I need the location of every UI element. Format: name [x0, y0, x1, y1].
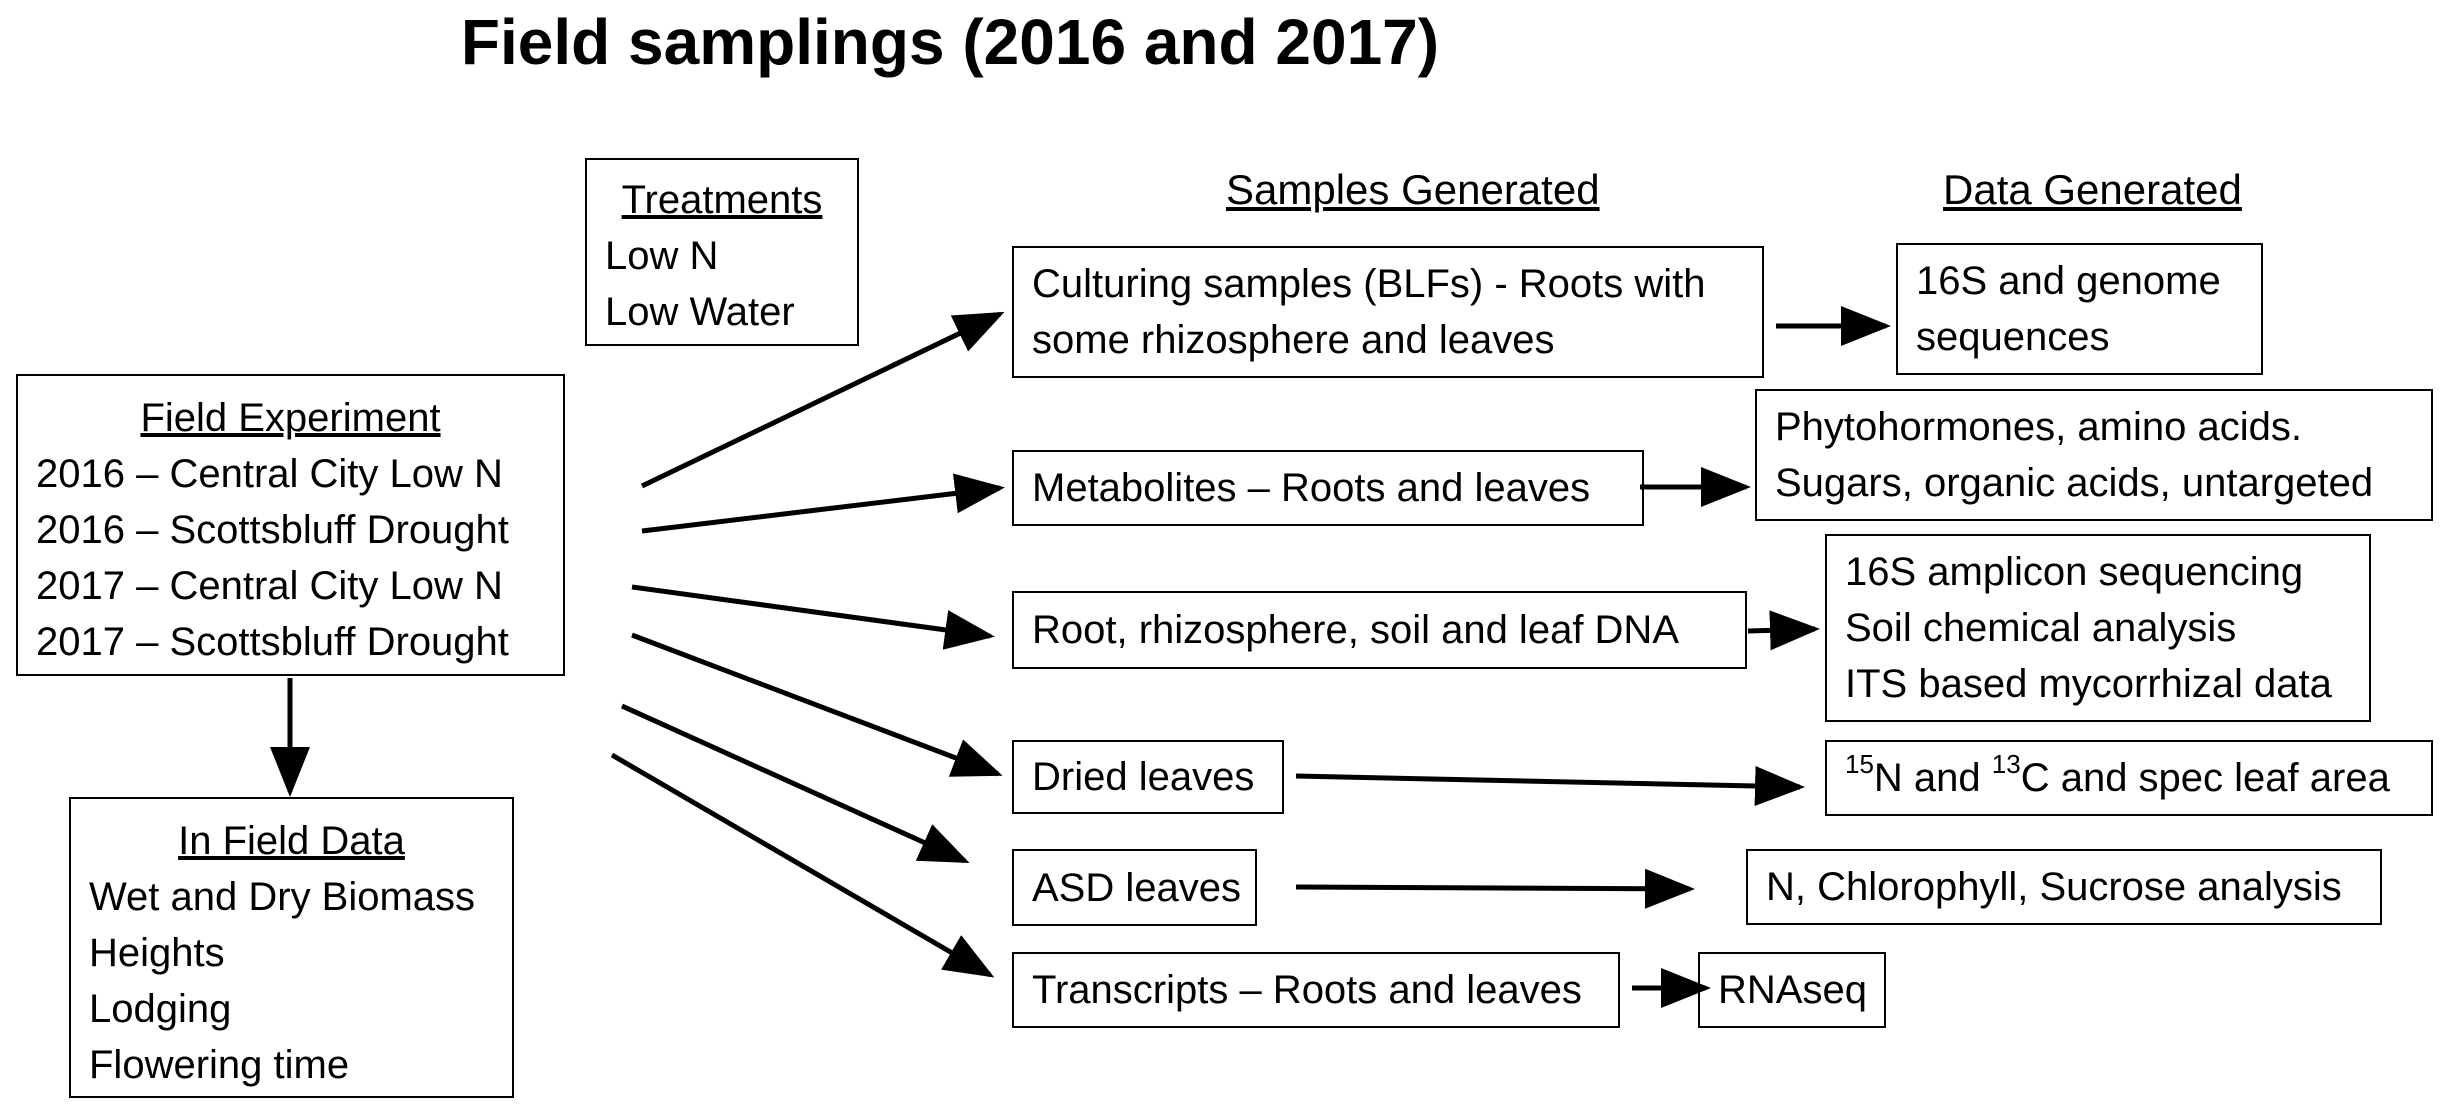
field-experiment-box: Field Experiment 2016 – Central City Low… — [16, 374, 565, 676]
data-label: sequences — [1916, 315, 2110, 359]
data-label: N, Chlorophyll, Sucrose analysis — [1766, 865, 2342, 909]
arrow-dried-leaves-to-data — [1295, 766, 1805, 807]
sample-label: Dried leaves — [1032, 755, 1255, 799]
data-generated-header: Data Generated — [1943, 166, 2242, 213]
sample-label: Transcripts – Roots and leaves — [1032, 968, 1582, 1012]
arrow-to-dna — [631, 584, 995, 650]
in-field-data-item: Wet and Dry Biomass — [89, 875, 476, 919]
data-box-isotope: 15N and 13C and spec leaf area — [1825, 740, 2433, 816]
sample-box-asd-leaves: ASD leaves — [1012, 849, 1257, 926]
field-experiment-item: 2017 – Scottsbluff Drought — [36, 620, 509, 664]
treatments-heading: Treatments — [621, 178, 823, 222]
arrow-to-culturing — [640, 311, 1005, 489]
arrow-asd-to-data — [1295, 868, 1695, 909]
treatment-item: Low N — [605, 234, 719, 278]
field-experiment-heading: Field Experiment — [140, 396, 441, 440]
arrow-to-asd-leaves — [620, 703, 970, 864]
isotope-text: C and spec leaf area — [2020, 756, 2390, 800]
sample-box-transcripts: Transcripts – Roots and leaves — [1012, 952, 1620, 1028]
data-box-chlorophyll: N, Chlorophyll, Sucrose analysis — [1746, 849, 2382, 925]
samples-generated-header: Samples Generated — [1226, 166, 1600, 213]
isotope-superscript-15: 15 — [1845, 748, 1874, 779]
field-experiment-item: 2017 – Central City Low N — [36, 564, 503, 608]
field-experiment-item: 2016 – Scottsbluff Drought — [36, 508, 509, 552]
diagram-title: Field samplings (2016 and 2017) — [460, 6, 1440, 78]
data-label: RNAseq — [1718, 968, 1867, 1012]
arrow-to-metabolites — [641, 473, 1005, 534]
sample-box-dried-leaves: Dried leaves — [1012, 740, 1284, 814]
data-box-rnaseq: RNAseq — [1698, 952, 1886, 1028]
data-box-dna-analysis: 16S amplicon sequencing Soil chemical an… — [1825, 534, 2371, 722]
arrow-to-dried-leaves — [631, 632, 1003, 777]
in-field-data-box: In Field Data Wet and Dry Biomass Height… — [69, 797, 514, 1098]
data-box-metabolites: Phytohormones, amino acids. Sugars, orga… — [1755, 389, 2433, 521]
in-field-data-item: Lodging — [89, 987, 232, 1031]
sample-label: Root, rhizosphere, soil and leaf DNA — [1032, 608, 1679, 652]
data-label: Sugars, organic acids, untargeted — [1775, 461, 2374, 505]
data-label-isotope: 15N and 13C and spec leaf area — [1845, 750, 2413, 806]
arrow-dna-to-data — [1747, 610, 1820, 651]
sample-box-metabolites: Metabolites – Roots and leaves — [1012, 450, 1644, 526]
data-label: 16S and genome — [1916, 259, 2221, 303]
in-field-data-heading: In Field Data — [178, 819, 405, 863]
in-field-data-item: Flowering time — [89, 1043, 350, 1087]
arrow-to-transcripts — [610, 752, 995, 978]
data-label: ITS based mycorrhizal data — [1845, 662, 2332, 706]
sample-label: some rhizosphere and leaves — [1032, 318, 1555, 362]
data-label: Soil chemical analysis — [1845, 606, 2237, 650]
sample-label: Culturing samples (BLFs) - Roots with — [1032, 262, 1706, 306]
isotope-superscript-13: 13 — [1991, 748, 2021, 779]
sample-box-dna: Root, rhizosphere, soil and leaf DNA — [1012, 591, 1747, 669]
sample-label: ASD leaves — [1032, 865, 1241, 910]
data-label: Phytohormones, amino acids. — [1775, 405, 2302, 449]
field-experiment-item: 2016 – Central City Low N — [36, 452, 503, 496]
treatment-item: Low Water — [605, 290, 795, 334]
sample-label: Metabolites – Roots and leaves — [1032, 466, 1591, 510]
in-field-data-item: Heights — [89, 931, 225, 975]
isotope-text: N and — [1873, 756, 1992, 800]
sample-box-culturing: Culturing samples (BLFs) - Roots with so… — [1012, 246, 1764, 378]
data-box-genome: 16S and genome sequences — [1896, 243, 2263, 375]
treatments-box: Treatments Low N Low Water — [585, 158, 859, 346]
data-label: 16S amplicon sequencing — [1845, 550, 2304, 594]
